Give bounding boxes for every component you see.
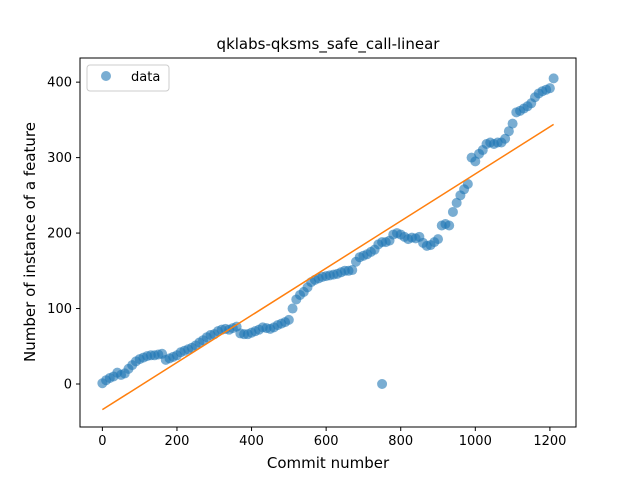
x-tick-label: 200 — [165, 434, 190, 449]
data-point — [283, 314, 294, 325]
legend: data — [86, 64, 170, 92]
y-tick-label: 0 — [64, 377, 72, 392]
data-point — [548, 73, 559, 84]
data-point — [507, 118, 518, 129]
data-point — [447, 206, 458, 217]
y-axis-label: Number of instance of a feature — [21, 122, 39, 362]
x-tick-label: 600 — [314, 434, 339, 449]
y-tick-label: 100 — [47, 302, 72, 317]
y-tick-label: 200 — [47, 227, 72, 242]
data-point — [377, 378, 388, 389]
data-point — [451, 197, 462, 208]
axes-frame — [79, 57, 577, 428]
x-tick-label: 800 — [388, 434, 413, 449]
x-tick-label: 0 — [98, 434, 106, 449]
legend-marker-data — [101, 71, 111, 81]
data-point — [433, 234, 444, 245]
data-point — [503, 126, 514, 137]
data-point — [287, 303, 298, 314]
plot-marks — [97, 73, 559, 411]
plot-area — [97, 73, 559, 411]
data-point — [500, 133, 511, 144]
data-point — [347, 265, 358, 276]
data-point — [462, 179, 473, 190]
y-tick-label: 400 — [47, 76, 72, 91]
x-tick-label: 400 — [239, 434, 264, 449]
legend-label-data: data — [131, 70, 160, 85]
y-tick-label: 300 — [47, 151, 72, 166]
x-tick-label: 1200 — [533, 434, 566, 449]
x-axis-label: Commit number — [267, 454, 390, 472]
fit-line — [101, 123, 555, 411]
chart-title: qklabs-qksms_safe_call-linear — [217, 35, 441, 54]
data-point — [544, 83, 555, 94]
data-point — [470, 156, 481, 167]
x-tick-label: 1000 — [459, 434, 492, 449]
axis-ticks: 0 200 400 600 800 1000 1200 0 100 200 300 400 — [47, 76, 566, 449]
data-point — [444, 220, 455, 231]
